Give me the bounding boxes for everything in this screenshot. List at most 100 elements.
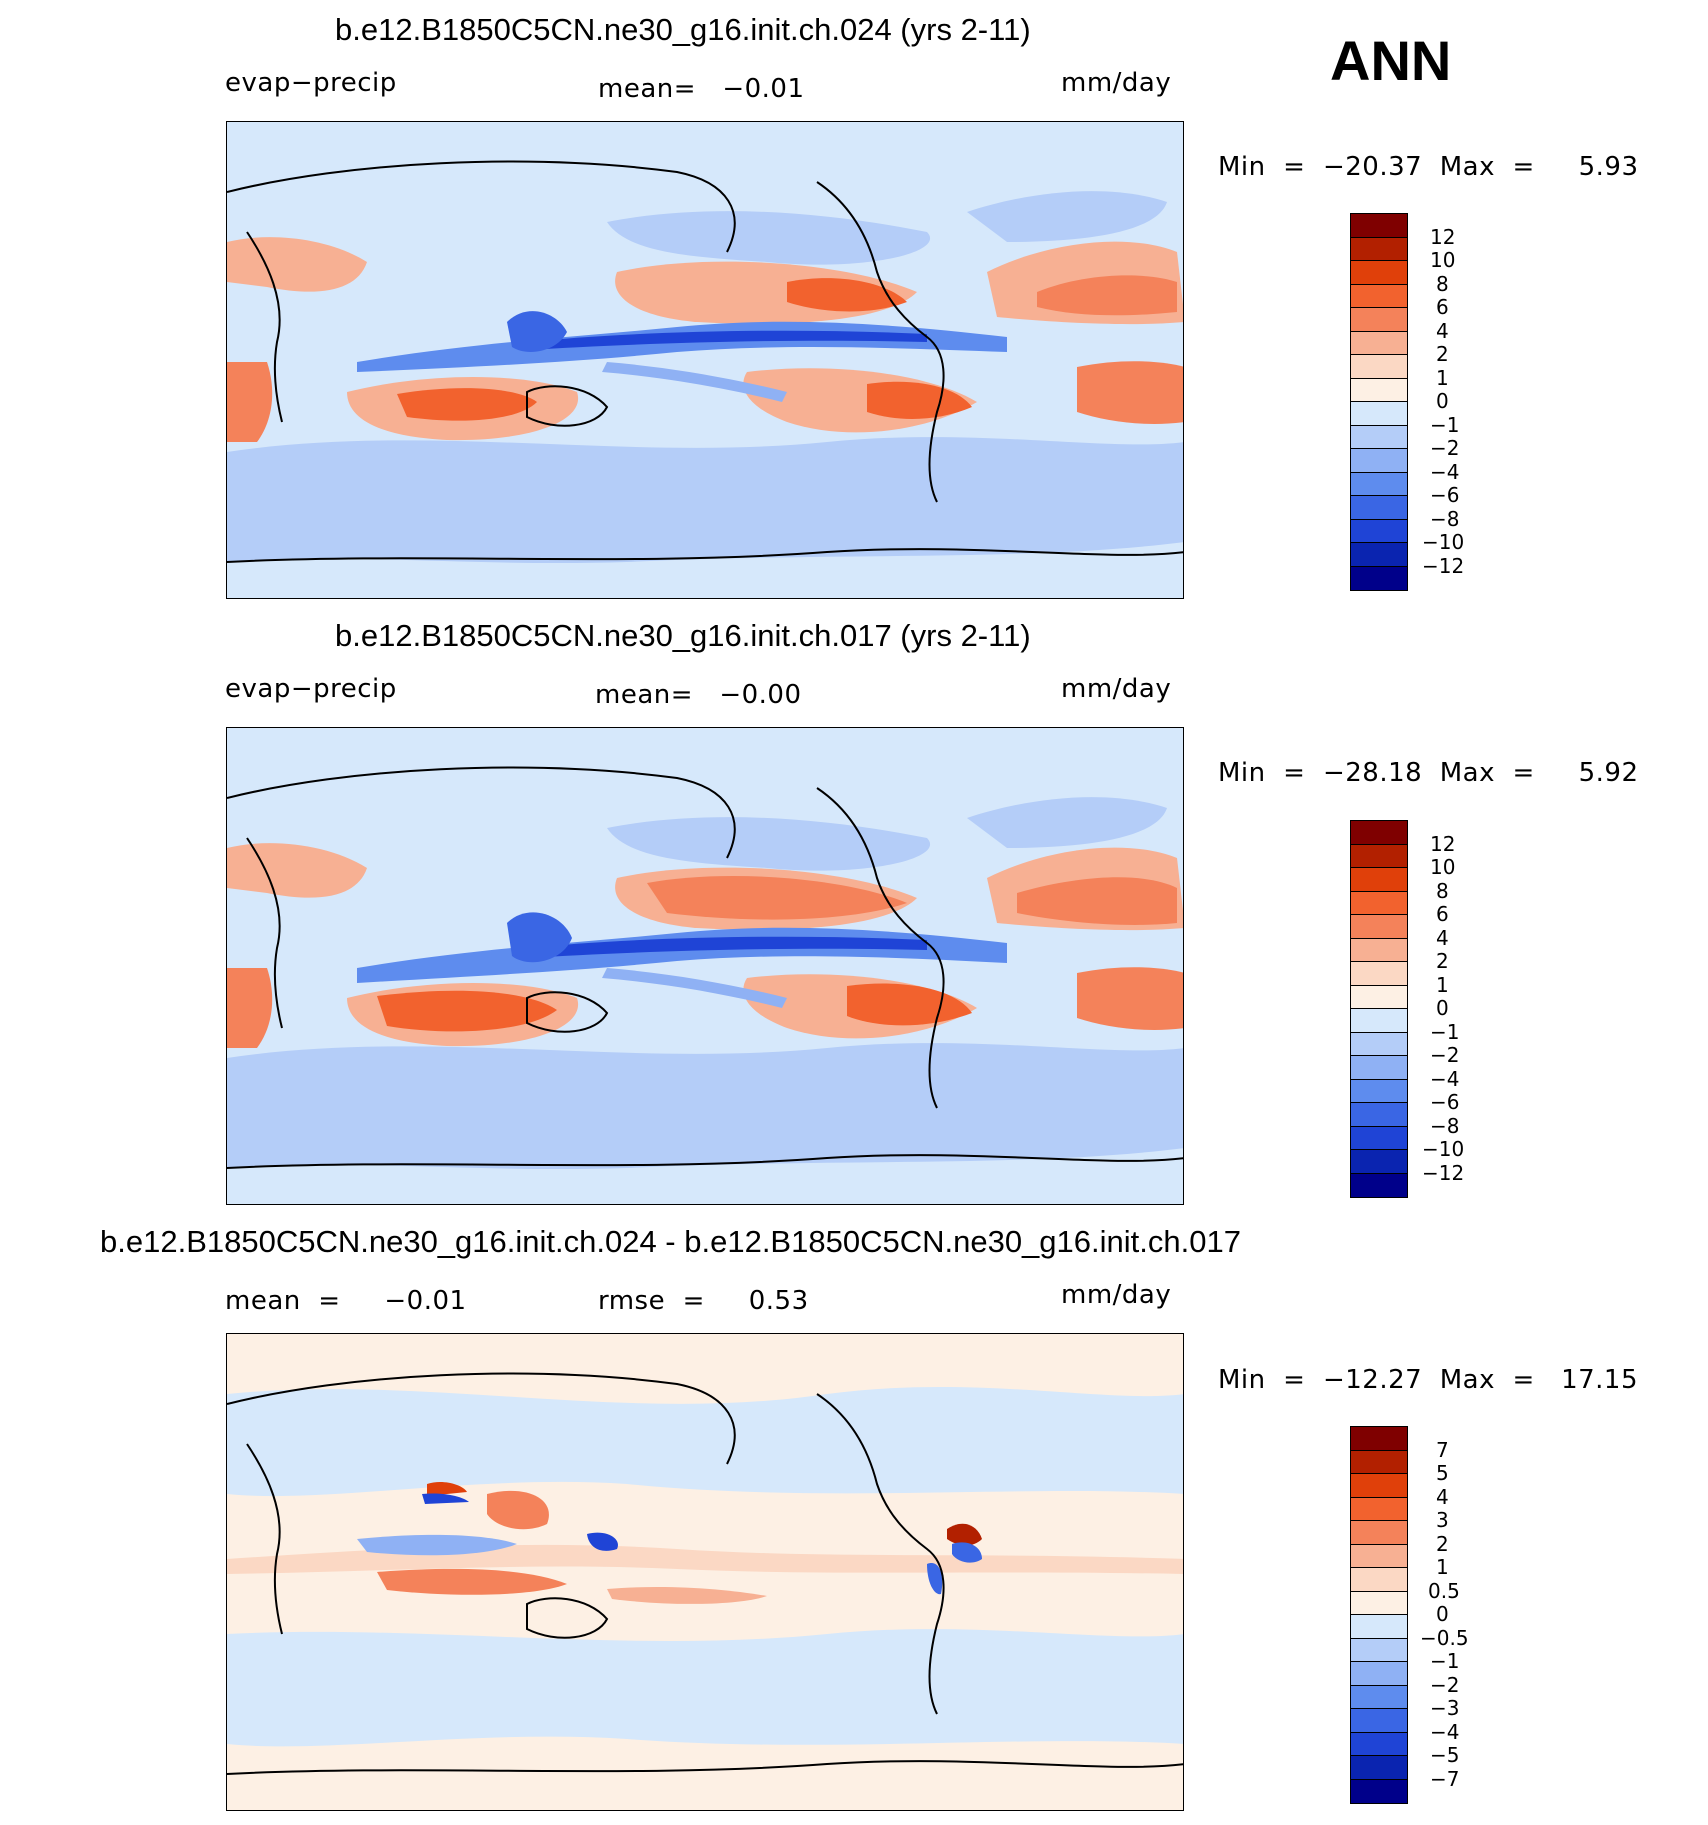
colorbar-tick-label: −2 xyxy=(1430,436,1460,460)
map-diff-indian-ocean-positive xyxy=(377,1568,567,1595)
coast-antarctica xyxy=(227,1760,1183,1775)
colorbar-tick-label: −3 xyxy=(1430,1696,1460,1720)
map-maritime-continent xyxy=(507,912,572,963)
coast-australia xyxy=(526,385,609,427)
panel-2-mean-label: mean= −0.00 xyxy=(595,680,802,710)
colorbar-tick-label: 8 xyxy=(1436,879,1449,903)
map-north-pacific-core xyxy=(647,875,907,920)
map-north-atlantic-core xyxy=(1017,877,1177,925)
colorbar-swatch xyxy=(1351,1079,1407,1103)
colorbar-swatch xyxy=(1351,1709,1407,1733)
map-arabian-sea-positive xyxy=(227,843,367,898)
colorbar-swatch xyxy=(1351,844,1407,868)
colorbar-tick-label: 7 xyxy=(1436,1438,1449,1462)
colorbar-tick-label: −10 xyxy=(1422,530,1465,554)
coast-antarctica xyxy=(227,1154,1183,1169)
colorbar-swatch xyxy=(1351,891,1407,915)
map-band-north-pacific-negative xyxy=(607,817,931,871)
colorbar-tick-label: 2 xyxy=(1436,1532,1449,1556)
map-band-north-pacific-negative xyxy=(607,211,931,265)
panel-2-map xyxy=(226,727,1184,1205)
colorbar-tick-label: 6 xyxy=(1436,902,1449,926)
colorbar-swatch xyxy=(1351,237,1407,261)
map-arabian-sea-positive xyxy=(227,237,367,292)
coast-americas xyxy=(816,787,945,1109)
colorbar-tick-label: −4 xyxy=(1430,460,1460,484)
map-maritime-continent xyxy=(507,311,567,352)
coast-antarctica xyxy=(227,548,1183,563)
colorbar-tick-label: 0 xyxy=(1436,996,1449,1020)
colorbar-swatch xyxy=(1351,261,1407,285)
colorbar-swatch xyxy=(1351,472,1407,496)
map-band-south-negative xyxy=(227,437,1183,564)
colorbar-tick-label: 3 xyxy=(1436,1508,1449,1532)
panel-3-units-label: mm/day xyxy=(1061,1280,1172,1310)
colorbar-swatch xyxy=(1351,1009,1407,1033)
colorbar-swatch xyxy=(1351,1150,1407,1174)
map-north-pacific-core xyxy=(787,278,907,312)
coast-africa xyxy=(246,231,283,423)
colorbar-swatch xyxy=(1351,1032,1407,1056)
colorbar-tick-label: 4 xyxy=(1436,926,1449,950)
colorbar-swatch xyxy=(1351,402,1407,426)
colorbar-swatch xyxy=(1351,378,1407,402)
colorbar-tick-label: −4 xyxy=(1430,1720,1460,1744)
coast-eurasia xyxy=(227,160,736,253)
panel-2-colorbar xyxy=(1350,820,1408,1198)
colorbar-tick-label: −6 xyxy=(1430,483,1460,507)
colorbar-tick-label: 4 xyxy=(1436,1485,1449,1509)
colorbar-swatch xyxy=(1351,1474,1407,1498)
colorbar-tick-label: −12 xyxy=(1422,1161,1465,1185)
colorbar-tick-label: −2 xyxy=(1430,1673,1460,1697)
colorbar-swatch xyxy=(1351,1056,1407,1080)
colorbar-swatch xyxy=(1351,1662,1407,1686)
colorbar-tick-label: 10 xyxy=(1430,855,1456,879)
colorbar-swatch xyxy=(1351,519,1407,543)
colorbar-swatch xyxy=(1351,1126,1407,1150)
map-itcz-core xyxy=(527,936,927,958)
map-south-atlantic-subtropical xyxy=(1077,361,1183,424)
colorbar-tick-label: 12 xyxy=(1430,225,1456,249)
panel-1-map xyxy=(226,121,1184,599)
colorbar-swatch xyxy=(1351,1427,1407,1451)
colorbar-tick-label: 1 xyxy=(1436,366,1449,390)
coast-eurasia xyxy=(227,1372,736,1465)
colorbar-swatch xyxy=(1351,496,1407,520)
map-south-pacific-core xyxy=(867,381,972,419)
map-diff-amazon-dipole-negative xyxy=(952,1542,982,1563)
map-south-indian-core xyxy=(397,388,537,421)
colorbar-swatch xyxy=(1351,331,1407,355)
colorbar-tick-label: −0.5 xyxy=(1420,1626,1469,1650)
colorbar-tick-label: 1 xyxy=(1436,1555,1449,1579)
colorbar-swatch xyxy=(1351,1544,1407,1568)
colorbar-swatch xyxy=(1351,308,1407,332)
colorbar-tick-label: 8 xyxy=(1436,272,1449,296)
map-band-north-atlantic-negative xyxy=(967,797,1167,848)
season-label: ANN xyxy=(1330,29,1452,92)
colorbar-swatch xyxy=(1351,214,1407,238)
panel-1-colorbar xyxy=(1350,213,1408,591)
coast-eurasia xyxy=(227,766,736,859)
colorbar-tick-label: −4 xyxy=(1430,1067,1460,1091)
coast-americas xyxy=(816,1393,945,1715)
colorbar-swatch xyxy=(1351,915,1407,939)
colorbar-swatch xyxy=(1351,284,1407,308)
colorbar-swatch xyxy=(1351,425,1407,449)
map-spcz-band xyxy=(602,968,787,1008)
colorbar-tick-label: −8 xyxy=(1430,507,1460,531)
colorbar-tick-label: −8 xyxy=(1430,1114,1460,1138)
colorbar-swatch xyxy=(1351,985,1407,1009)
colorbar-tick-label: 0 xyxy=(1436,389,1449,413)
colorbar-tick-label: 12 xyxy=(1430,832,1456,856)
colorbar-tick-label: −5 xyxy=(1430,1743,1460,1767)
map-diff-amazon-dipole-positive xyxy=(947,1523,982,1546)
panel-2-variable-label: evap−precip xyxy=(225,674,397,704)
colorbar-swatch xyxy=(1351,1450,1407,1474)
colorbar-tick-label: −12 xyxy=(1422,554,1465,578)
panel-1-variable-label: evap−precip xyxy=(225,68,397,98)
panel-3-colorbar xyxy=(1350,1426,1408,1804)
coast-africa xyxy=(246,837,283,1029)
panel-1-units-label: mm/day xyxy=(1061,68,1172,98)
colorbar-tick-label: 0 xyxy=(1436,1602,1449,1626)
panel-2-minmax: Min = −28.18 Max = 5.92 xyxy=(1218,758,1639,788)
